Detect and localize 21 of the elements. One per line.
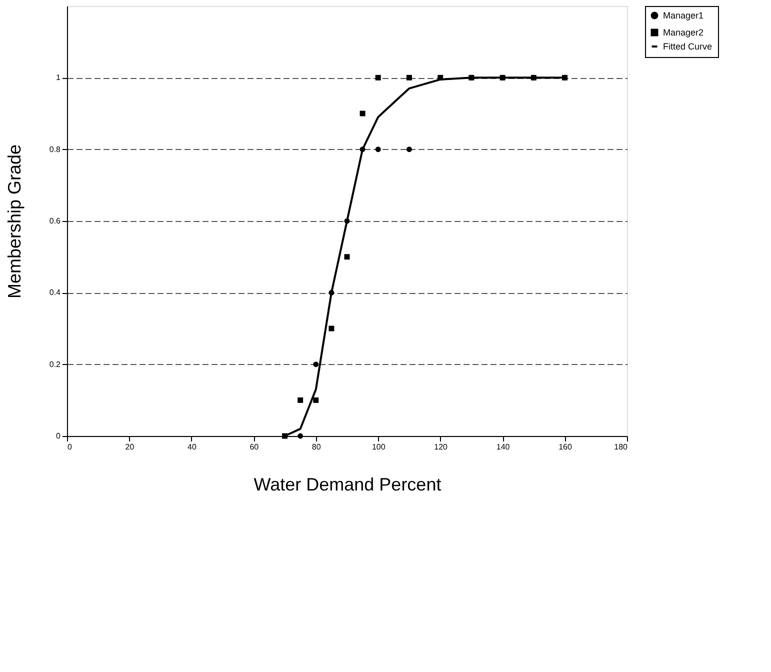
x-tick-label: 180 [614, 442, 628, 452]
y-tick-label: 0.6 [49, 216, 62, 226]
legend-label: Manager1 [663, 10, 704, 20]
x-tick-label: 140 [496, 442, 510, 452]
x-tick-label: 20 [125, 442, 135, 452]
y-tick-label: 0.2 [49, 360, 62, 369]
x-tick-label: 100 [372, 442, 386, 452]
y-tick-label: 0 [56, 432, 62, 440]
x-tick-label: 160 [558, 442, 572, 452]
x-tick-label: 60 [250, 442, 260, 452]
y-tick-label: 0.8 [49, 144, 62, 154]
x-tick-label: 80 [312, 442, 322, 452]
y-tick-label: 1 [56, 73, 62, 82]
y-axis-title: Membership Grade [4, 144, 24, 299]
y-tick-label: 0.4 [49, 288, 62, 298]
legend-label: Fitted Curve [663, 42, 712, 52]
x-tick-label: 0 [68, 442, 72, 452]
x-tick-label: 40 [187, 442, 197, 452]
x-tick-label: 120 [434, 442, 448, 452]
x-axis-title: Water Demand Percent [254, 474, 442, 494]
legend-label: Manager2 [663, 28, 704, 38]
